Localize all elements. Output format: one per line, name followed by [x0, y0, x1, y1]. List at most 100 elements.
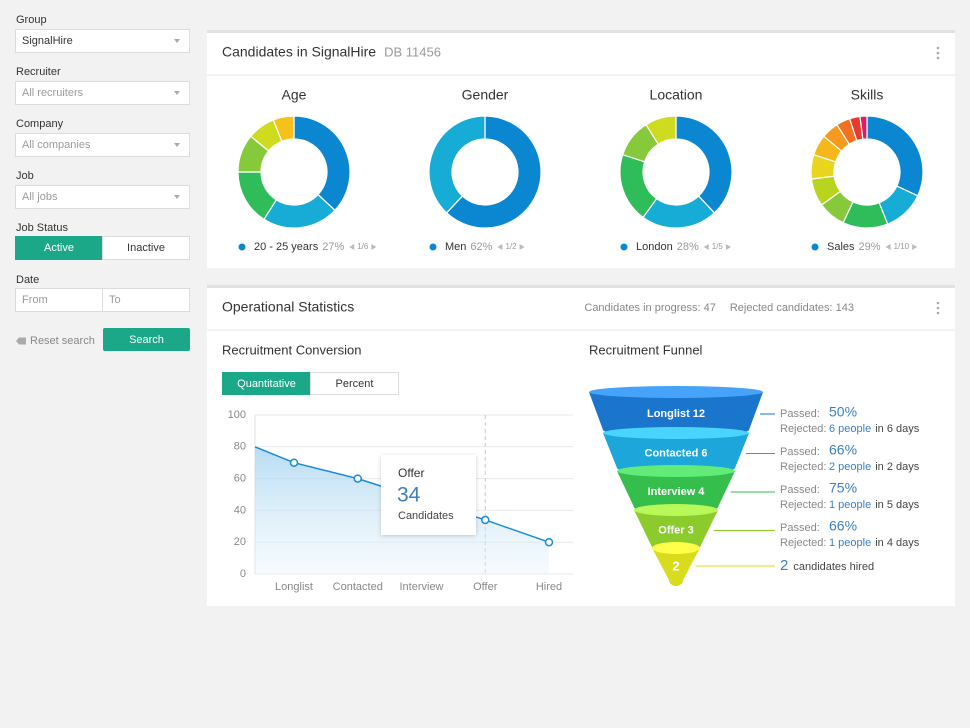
- panel-title: Operational Statistics: [222, 299, 354, 315]
- field-label: Company: [16, 118, 64, 130]
- pager-next[interactable]: [371, 244, 377, 250]
- x-tick-label: Hired: [536, 581, 562, 593]
- rejected-people[interactable]: 1 people: [829, 537, 871, 549]
- pager-next[interactable]: [519, 244, 525, 250]
- rejected-people[interactable]: 6 people: [829, 423, 871, 435]
- status-option[interactable]: Active: [44, 242, 74, 254]
- mode-toggle[interactable]: [310, 372, 399, 395]
- funnel-label: Contacted 6: [645, 447, 708, 459]
- date-placeholder: From: [22, 294, 48, 306]
- funnel-rim: [652, 542, 700, 554]
- rejected-period: in 6 days: [875, 423, 920, 435]
- mode-option[interactable]: Quantitative: [237, 378, 296, 390]
- donut-segment: [866, 115, 924, 197]
- donut-title: Gender: [462, 87, 509, 103]
- mode-option[interactable]: Percent: [336, 378, 374, 390]
- date-placeholder: To: [109, 294, 121, 306]
- y-tick-label: 80: [234, 441, 246, 453]
- funnel-rim: [617, 465, 735, 477]
- y-tick-label: 20: [234, 536, 246, 548]
- select-box[interactable]: [15, 133, 190, 157]
- donut-segment: [272, 115, 295, 143]
- pager-prev[interactable]: [703, 244, 709, 250]
- pager-prev[interactable]: [497, 244, 503, 250]
- select-value: All companies: [22, 139, 91, 151]
- legend-pager: 1/10: [894, 242, 910, 251]
- donut-title: Skills: [851, 87, 884, 103]
- legend-dot: [620, 243, 628, 251]
- funnel-stage: [589, 392, 763, 436]
- search-label[interactable]: Search: [129, 334, 164, 346]
- donut-segment: [675, 115, 733, 214]
- pager-prev[interactable]: [349, 244, 355, 250]
- x-tick-label: Offer: [473, 581, 498, 593]
- field-label: Job: [16, 170, 34, 182]
- x-tick-label: Contacted: [333, 581, 383, 593]
- select-box[interactable]: [15, 29, 190, 53]
- point: [353, 474, 362, 483]
- pager-prev[interactable]: [885, 244, 891, 250]
- db-count: DB 11456: [384, 44, 441, 59]
- rejected-people[interactable]: 2 people: [829, 461, 871, 473]
- funnel-label: Interview 4: [648, 486, 706, 498]
- field-label: Group: [16, 14, 47, 26]
- point: [289, 458, 299, 467]
- legend-name: Men: [445, 241, 466, 253]
- x-tick-label: Longlist: [275, 581, 313, 593]
- point: [544, 537, 554, 547]
- menu-icon[interactable]: [936, 301, 940, 315]
- legend-value: 29%: [859, 241, 881, 253]
- rejected-people[interactable]: 1 people: [829, 499, 871, 511]
- funnel-rim: [603, 427, 749, 439]
- legend-pager: 1/6: [357, 242, 369, 251]
- select-value: All recruiters: [22, 87, 84, 99]
- field-label: Recruiter: [16, 66, 61, 78]
- y-tick-label: 0: [240, 568, 246, 580]
- passed-value: 50%: [829, 404, 857, 420]
- section-title: Recruitment Funnel: [589, 342, 703, 357]
- rejected-label: Rejected:: [780, 537, 826, 549]
- legend-dot: [238, 243, 246, 251]
- progress-stat: Candidates in progress: 47: [584, 302, 715, 314]
- funnel-label: Longlist 12: [647, 408, 705, 420]
- field-label: Job Status: [16, 222, 68, 234]
- donut-segment: [645, 115, 677, 145]
- funnel-stage: [652, 548, 700, 586]
- dropdown-arrow: [174, 143, 180, 147]
- funnel-stage: [617, 471, 735, 513]
- tooltip-label: Candidates: [398, 510, 454, 522]
- funnel-label: Offer 3: [658, 524, 693, 536]
- dropdown-arrow: [174, 39, 180, 43]
- select-value: All jobs: [22, 191, 58, 203]
- menu-icon[interactable]: [936, 46, 940, 60]
- y-tick-label: 40: [234, 504, 246, 516]
- dropdown-arrow: [174, 195, 180, 199]
- point: [481, 515, 490, 525]
- panel-top-border: [207, 285, 955, 288]
- date-input[interactable]: [102, 288, 190, 312]
- legend-pager: 1/2: [505, 242, 517, 251]
- hired-count: 2: [780, 557, 788, 574]
- status-toggle[interactable]: [102, 236, 190, 260]
- donut-title: Age: [282, 87, 307, 103]
- select-box[interactable]: [15, 185, 190, 209]
- pager-next[interactable]: [725, 244, 731, 250]
- legend-value: 62%: [470, 241, 492, 253]
- field-label: Date: [16, 274, 39, 286]
- panel-title: Candidates in SignalHire: [222, 44, 376, 60]
- search-button[interactable]: [103, 328, 190, 351]
- legend-dot: [429, 243, 437, 251]
- reset-link[interactable]: Reset search: [30, 335, 95, 347]
- select-box[interactable]: [15, 81, 190, 105]
- rejected-stat: Rejected candidates: 143: [730, 302, 854, 314]
- legend-pager: 1/5: [712, 242, 724, 251]
- pager-next[interactable]: [912, 244, 918, 250]
- dropdown-arrow: [174, 91, 180, 95]
- status-option[interactable]: Inactive: [127, 242, 165, 254]
- tooltip-category: Offer: [398, 466, 424, 480]
- donut-title: Location: [650, 87, 703, 103]
- passed-value: 66%: [829, 518, 857, 534]
- passed-label: Passed:: [780, 484, 820, 496]
- legend-value: 27%: [322, 241, 344, 253]
